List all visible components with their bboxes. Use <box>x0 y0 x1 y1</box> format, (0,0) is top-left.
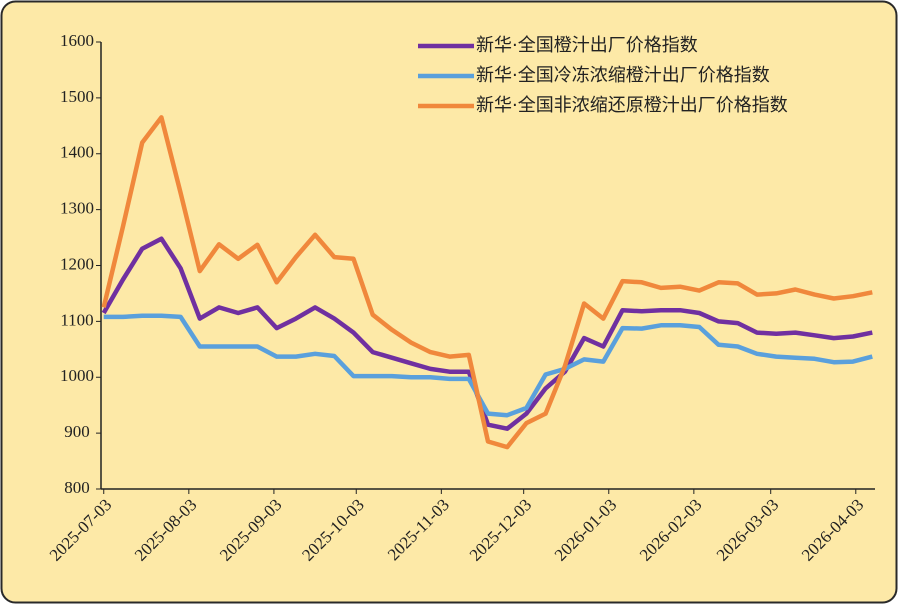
legend-label: 新华·全国冷冻浓缩橙汁出厂价格指数 <box>476 65 770 86</box>
y-tick-label: 1300 <box>60 199 94 218</box>
y-tick-label: 1600 <box>60 31 94 50</box>
series-line <box>101 115 873 450</box>
y-tick-label: 1500 <box>60 87 94 106</box>
y-tick-label: 1400 <box>60 143 94 162</box>
series-line <box>101 236 873 431</box>
legend-label: 新华·全国非浓缩还原橙汁出厂价格指数 <box>476 95 788 116</box>
y-tick-label: 800 <box>64 478 90 497</box>
legend-label: 新华·全国橙汁出厂价格指数 <box>476 35 698 56</box>
y-tick-label: 1000 <box>60 366 94 385</box>
y-tick-label: 1100 <box>60 310 93 329</box>
y-tick-label: 900 <box>64 422 90 441</box>
y-tick-label: 1200 <box>60 254 94 273</box>
series-line <box>103 313 873 418</box>
